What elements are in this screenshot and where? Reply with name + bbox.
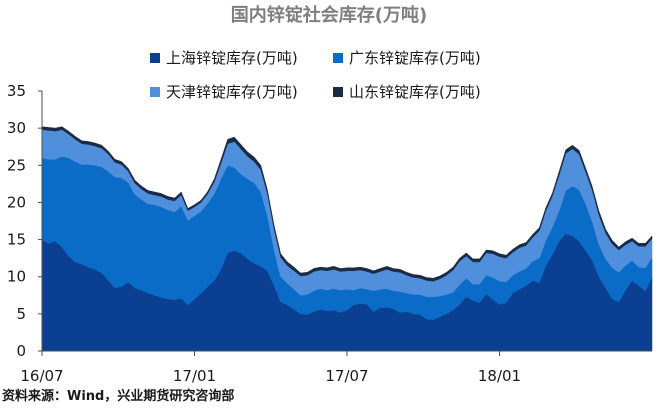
legend-item-3: 天津锌锭库存(万吨) [150, 83, 298, 101]
x-tick-label: 16/07 [20, 367, 63, 385]
y-tick-label: 5 [16, 305, 26, 323]
legend-label: 上海锌锭库存(万吨) [166, 49, 298, 67]
y-tick-label: 0 [16, 342, 26, 360]
legend-item-2: 广东锌锭库存(万吨) [333, 49, 481, 67]
area-series-4 [41, 126, 653, 282]
y-tick-label: 25 [7, 156, 26, 174]
legend: 上海锌锭库存(万吨) 广东锌锭库存(万吨) 天津锌锭库存(万吨) 山东锌锭库存(万吨) [150, 49, 481, 101]
y-tick-label: 30 [7, 119, 26, 137]
source-note: 资料来源：Wind，兴业期货研究咨询部 [2, 388, 234, 404]
x-axis-ticks: 16/07 17/01 17/07 18/01 [20, 351, 521, 385]
x-tick-label: 18/01 [478, 367, 521, 385]
legend-swatch [150, 53, 160, 63]
legend-label: 广东锌锭库存(万吨) [349, 49, 481, 67]
legend-label: 山东锌锭库存(万吨) [349, 83, 481, 101]
y-tick-label: 35 [7, 82, 26, 100]
legend-item-1: 上海锌锭库存(万吨) [150, 49, 298, 67]
series-areas [41, 126, 653, 352]
legend-swatch [333, 53, 343, 63]
y-tick-label: 20 [7, 193, 26, 211]
chart-title: 国内锌锭社会库存(万吨) [231, 4, 427, 26]
x-tick-label: 17/07 [325, 367, 368, 385]
y-tick-label: 15 [7, 231, 26, 249]
y-tick-label: 10 [7, 268, 26, 286]
legend-swatch [333, 87, 343, 97]
legend-swatch [150, 87, 160, 97]
legend-item-4: 山东锌锭库存(万吨) [333, 83, 481, 101]
x-tick-label: 17/01 [173, 367, 216, 385]
legend-label: 天津锌锭库存(万吨) [166, 83, 298, 101]
y-axis-ticks: 0 5 10 15 20 25 30 35 [7, 82, 42, 360]
